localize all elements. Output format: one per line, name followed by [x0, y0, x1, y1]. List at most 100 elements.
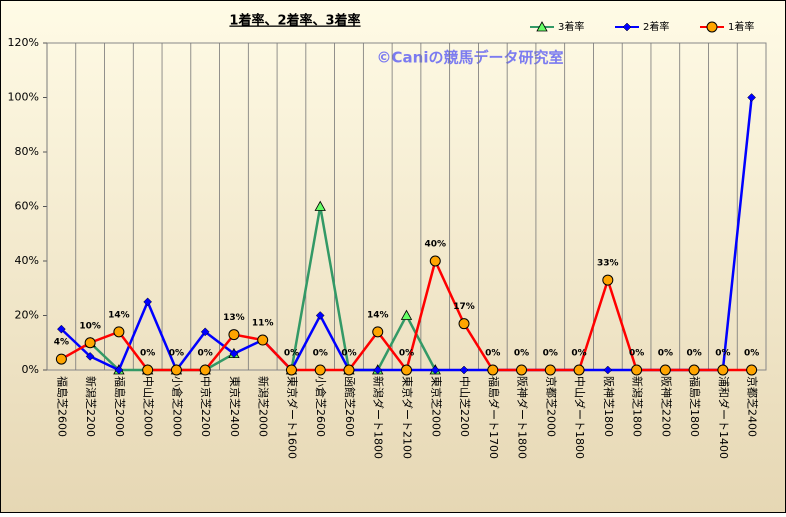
legend-marker — [622, 22, 632, 32]
point — [200, 327, 210, 337]
point — [170, 364, 182, 376]
point — [85, 352, 95, 361]
data-label: 14% — [108, 310, 130, 320]
point — [573, 364, 585, 376]
data-label: 10% — [79, 321, 101, 331]
data-label: 0% — [284, 349, 299, 359]
point — [343, 364, 355, 376]
point — [143, 297, 153, 307]
point — [57, 324, 66, 334]
data-label: 0% — [485, 349, 500, 359]
point — [199, 364, 211, 376]
data-label: 40% — [424, 240, 446, 250]
point — [114, 365, 124, 375]
point — [373, 365, 383, 375]
data-label: 0% — [744, 349, 759, 359]
y-tick-label: 0% — [22, 363, 39, 376]
data-label: 0% — [514, 349, 529, 359]
data-label: 0% — [169, 349, 184, 359]
point — [717, 364, 729, 376]
point — [400, 309, 413, 320]
y-tick-label: 80% — [15, 145, 39, 158]
point — [401, 364, 412, 376]
x-tick-label: 新潟ダート1800 — [372, 376, 386, 459]
x-tick-label: 福島芝2000 — [113, 376, 127, 437]
data-label: 11% — [252, 319, 274, 329]
data-label: 0% — [313, 349, 328, 359]
data-label: 33% — [597, 259, 619, 269]
point — [631, 364, 643, 376]
x-tick-label: 浦和ダート1400 — [717, 376, 731, 459]
x-tick-label: 福島芝1800 — [688, 376, 702, 437]
x-tick-label: 中山芝2000 — [142, 376, 155, 437]
point — [84, 337, 96, 349]
point — [314, 200, 326, 211]
point — [430, 365, 440, 375]
data-label: 14% — [367, 310, 389, 320]
y-tick-label: 120% — [8, 36, 39, 49]
data-label: 13% — [223, 313, 245, 323]
legend-marker — [536, 21, 548, 32]
point — [113, 326, 125, 338]
x-tick-label: 新潟芝1800 — [631, 376, 645, 437]
point — [314, 364, 326, 376]
data-label: 4% — [54, 338, 69, 348]
x-tick-label: 阪神芝1800 — [602, 376, 616, 437]
x-tick-label: 阪神芝2200 — [659, 376, 673, 437]
x-tick-label: 函館芝2600 — [343, 376, 357, 437]
legend-label: 1着率 — [728, 20, 754, 33]
x-tick-label: 東京ダート1600 — [285, 376, 299, 459]
point — [257, 334, 269, 346]
data-label: 0% — [686, 349, 701, 359]
point — [603, 365, 613, 375]
point — [458, 318, 470, 330]
chart-title: 1着率、2着率、3着率 — [229, 13, 360, 29]
x-tick-label: 小倉芝2600 — [314, 376, 328, 437]
point — [688, 364, 700, 376]
point — [487, 364, 499, 376]
data-label: 0% — [341, 349, 356, 359]
x-tick-label: 中山芝2200 — [458, 376, 471, 437]
watermark: ©Caniの競馬データ研究室 — [377, 49, 564, 67]
legend-marker — [706, 21, 718, 33]
point — [544, 364, 556, 376]
x-tick-label: 東京芝2400 — [228, 376, 242, 437]
x-tick-label: 京都芝2000 — [544, 376, 558, 437]
data-label: 0% — [543, 349, 558, 359]
x-tick-label: 小倉芝2000 — [170, 376, 184, 437]
point — [429, 255, 441, 267]
x-tick-label: 新潟芝2200 — [84, 376, 98, 437]
data-label: 0% — [140, 349, 155, 359]
legend-label: 3着率 — [558, 20, 584, 33]
data-label: 0% — [658, 349, 673, 359]
point — [746, 364, 758, 376]
x-tick-label: 東京芝2000 — [429, 376, 443, 437]
point — [659, 364, 671, 376]
data-label: 17% — [453, 302, 475, 312]
x-tick-label: 新潟芝2000 — [257, 376, 271, 437]
point — [228, 329, 240, 341]
x-tick-label: 阪神ダート1800 — [516, 376, 530, 459]
point — [315, 311, 325, 320]
x-tick-label: 中山ダート1800 — [573, 376, 587, 459]
point — [747, 93, 756, 102]
data-label: 0% — [629, 349, 644, 359]
data-label: 0% — [571, 349, 586, 359]
x-tick-label: 福島ダート1700 — [487, 376, 501, 459]
data-label: 0% — [198, 349, 213, 359]
point — [285, 364, 297, 376]
x-tick-label: 福島芝2600 — [55, 376, 69, 437]
point — [459, 365, 469, 375]
data-label: 0% — [715, 349, 730, 359]
x-tick-label: 京都芝2400 — [746, 376, 760, 437]
y-tick-label: 60% — [15, 200, 39, 213]
y-tick-label: 40% — [15, 254, 39, 267]
x-tick-label: 東京ダート2100 — [401, 376, 415, 459]
x-tick-label: 中京芝2200 — [199, 376, 213, 437]
data-label: 0% — [399, 349, 414, 359]
legend-label: 2着率 — [643, 20, 669, 33]
y-tick-label: 20% — [15, 309, 39, 322]
point — [516, 364, 528, 376]
